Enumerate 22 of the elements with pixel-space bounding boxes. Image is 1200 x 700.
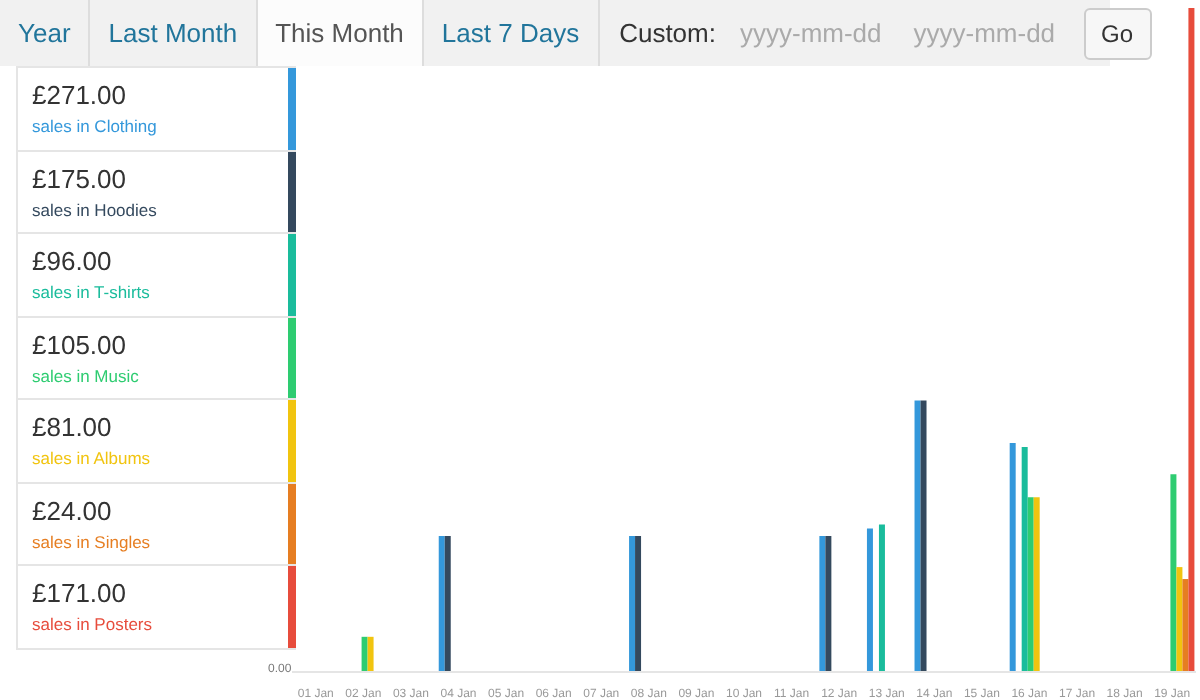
text: sales in Clothing [32,116,157,136]
annotation: Go [1083,7,1152,59]
annotation: Custom: [617,18,718,48]
text: £81.00 [32,412,112,442]
text: Last Month [90,0,258,66]
text: sales in Music [32,365,139,385]
text: £24.00 [32,495,112,525]
text: sales in T-shirts [32,282,150,302]
text: Year [0,0,91,66]
annotation: yyyy-mm-dd [737,18,884,48]
text: £171.00 [32,578,126,608]
text: £96.00 [32,246,112,276]
annotation: yyyy-mm-dd [911,18,1058,48]
text: £105.00 [32,329,126,359]
text: £271.00 [32,80,126,110]
text: £175.00 [32,163,126,193]
annotation: This Month [257,0,424,66]
text: sales in Hoodies [32,199,157,219]
text: sales in Singles [32,531,151,551]
text: sales in Posters [32,614,152,634]
text: sales in Albums [32,448,151,468]
annotation: Last 7 Days [423,0,600,66]
